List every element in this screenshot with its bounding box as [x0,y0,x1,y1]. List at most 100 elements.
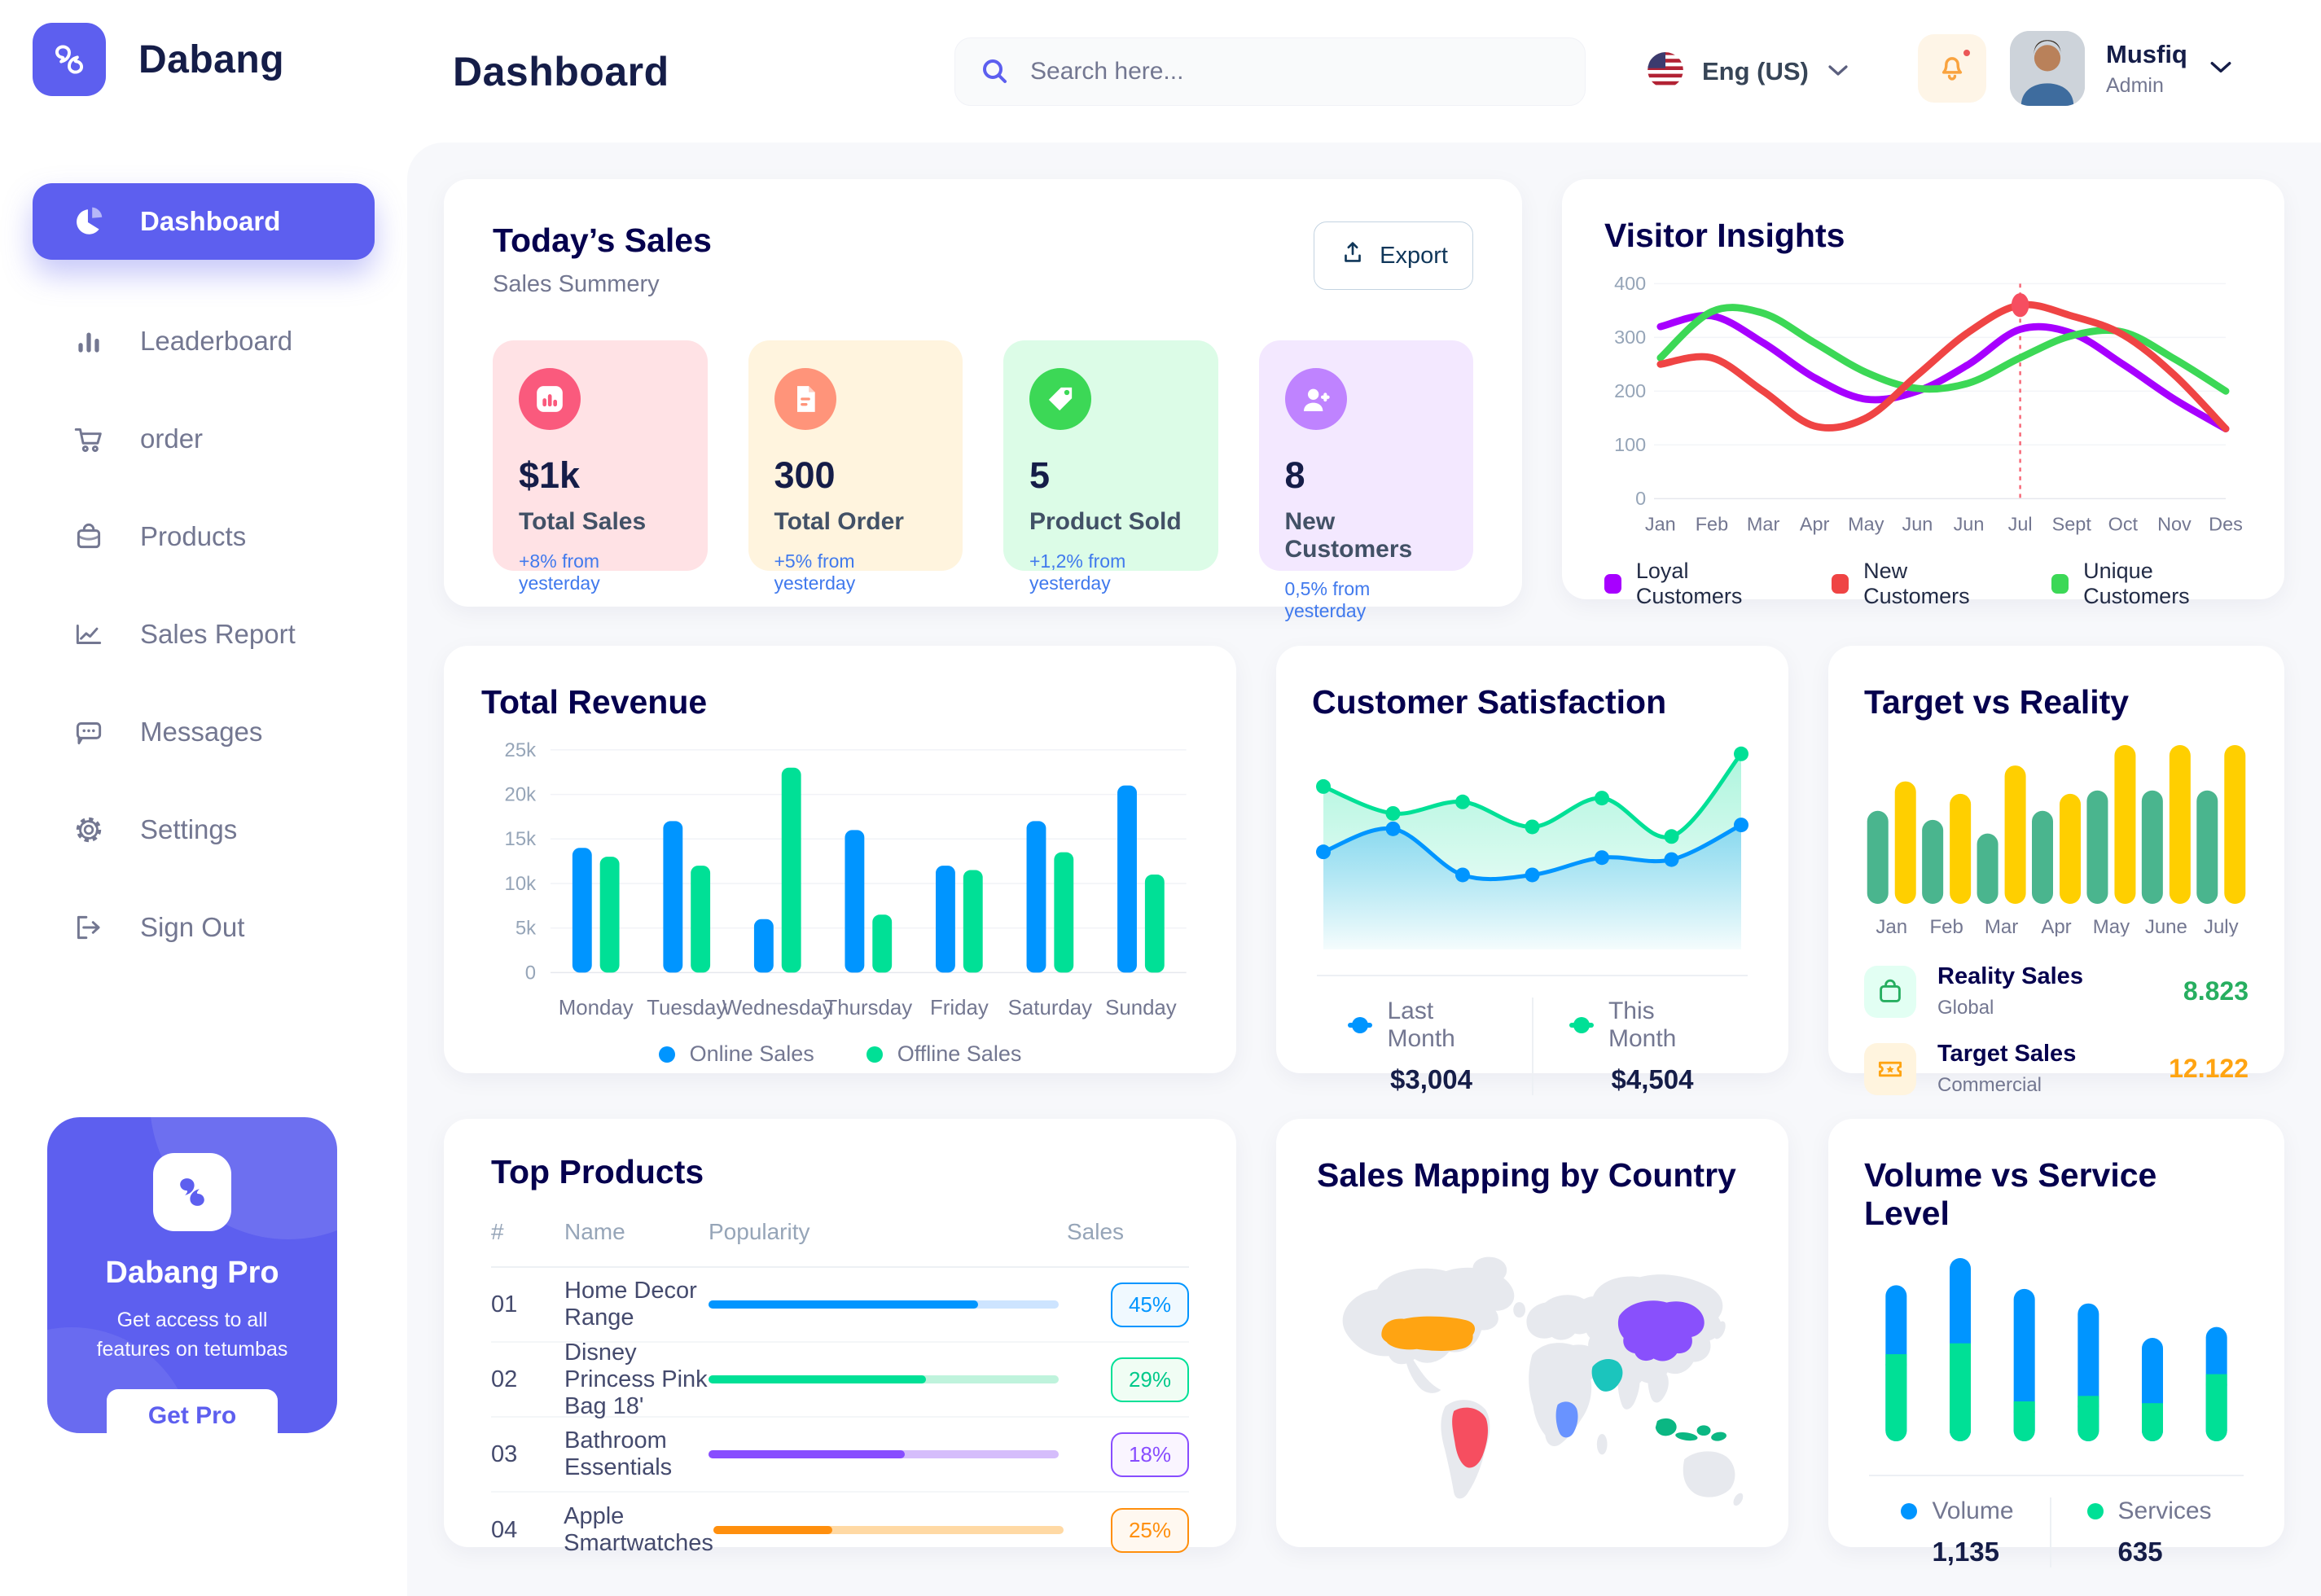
legend-swatch [2086,1503,2104,1519]
sales-badge: 18% [1110,1432,1189,1477]
app-name: Dabang [138,37,285,81]
sidebar-item-label: Products [140,521,247,551]
bag-icon [72,520,106,554]
svg-text:Wednesday: Wednesday [722,997,833,1019]
user-role: Admin [2106,73,2164,97]
services-total: 635 [2117,1537,2163,1567]
total-revenue-chart: 0 5k 10k 15k 20k 25k Monday TuesdayWednesdayThu… [505,739,1187,1019]
sidebar: Dabang Dashboard Leaderboard order Produ… [0,0,407,1596]
sidebar-item-dashboard[interactable]: Dashboard [33,183,375,260]
table-row[interactable]: 01 Home Decor Range 45% [491,1268,1189,1343]
stat-delta: +1,2% from yesterday [1029,550,1126,594]
get-pro-button[interactable]: Get Pro [107,1388,278,1433]
visitor-insights-card: Visitor Insights 0 100 200 300 400 Jan Feb Mar A… [1562,179,2284,608]
sidebar-item-sign-out[interactable]: Sign Out [33,879,375,976]
land-africa [1529,1343,1604,1447]
land-central-america [1406,1357,1441,1393]
table-row[interactable]: 02 Disney Princess Pink Bag 18' 29% [491,1340,1189,1419]
stat-card-total-sales[interactable]: $1k Total Sales +8% from yesterday [493,340,708,594]
stat-value: 5 [1029,454,1051,496]
sales-badge: 45% [1110,1282,1189,1327]
search-input[interactable] [1030,58,1562,86]
popularity-bar [713,1526,1068,1534]
svg-text:Apr: Apr [2041,916,2071,936]
stat-card-total-order[interactable]: 300 Total Order +5% from yesterday [748,340,963,594]
search-bar[interactable] [954,37,1586,106]
sidebar-item-settings[interactable]: Settings [33,781,375,879]
bar-chart-icon [72,324,106,358]
stat-card-product-sold[interactable]: 5 Product Sold +1,2% from yesterday [1003,340,1218,594]
sales-mapping-title: Sales Mapping by Country [1317,1156,1736,1194]
user-name: Musfiq [2106,39,2187,68]
country-saudi-arabia [1591,1359,1623,1392]
svg-text:Mar: Mar [1985,916,2018,936]
sidebar-item-leaderboard[interactable]: Leaderboard [33,292,375,390]
legend-swatch [658,1046,675,1063]
todays-sales-card: Today’s Sales Sales Summery Export $1k T… [444,179,1522,621]
svg-text:0: 0 [1635,488,1646,509]
customer-satisfaction-card: Customer Satisfaction Last Month $3,004 … [1276,646,1788,1095]
this-month-value: $4,504 [1611,1064,1694,1094]
user-plus-icon [1284,368,1347,430]
sidebar-item-products[interactable]: Products [33,488,375,585]
pro-upsell-card: Dabang Pro Get access to all features on… [47,1117,337,1433]
app-logo[interactable]: Dabang [33,23,284,96]
svg-text:Des: Des [2209,513,2242,534]
avatar [2010,31,2085,106]
tag-icon [1029,368,1091,430]
target-vs-reality-title: Target vs Reality [1864,683,2130,721]
country-dr-congo [1555,1401,1578,1438]
svg-text:100: 100 [1614,434,1646,455]
notifications-button[interactable] [1918,34,1986,103]
stat-label: Total Sales [519,508,647,535]
popularity-bar [709,1450,1067,1458]
stat-delta: 0,5% from yesterday [1284,578,1371,621]
svg-text:Jun: Jun [1954,513,1985,534]
top-products-title: Top Products [491,1153,704,1190]
sales-mapping-card: Sales Mapping by Country [1276,1119,1788,1547]
export-button[interactable]: Export [1314,221,1473,290]
language-selector[interactable]: Eng (US) [1647,37,1849,106]
user-menu[interactable]: Musfiq Admin [2010,31,2233,106]
stat-value: 8 [1284,454,1305,496]
legend-this-month: This Month $4,504 [1531,998,1753,1095]
table-row[interactable]: 03 Bathroom Essentials 18% [491,1418,1189,1493]
table-header: # Name Popularity Sales [491,1219,1189,1268]
sidebar-item-sales-report[interactable]: Sales Report [33,585,375,683]
page-title: Dashboard [453,48,669,94]
message-icon [72,715,106,749]
pro-card-title: Dabang Pro [105,1256,279,1290]
us-flag-icon [1647,51,1684,93]
target-sales-legend: Target Sales Commercial 12.122 [1864,1041,2249,1097]
svg-text:June: June [2145,916,2187,936]
target-vs-reality-card: Target vs Reality Jan Feb Mar Apr May June Jul… [1828,646,2284,1096]
stat-delta: +5% from yesterday [774,550,856,594]
legend-marker [1348,1023,1373,1028]
sidebar-item-messages[interactable]: Messages [33,683,375,781]
popularity-bar [709,1300,1067,1309]
stat-label: Product Sold [1029,508,1182,535]
svg-text:10k: 10k [505,873,537,895]
legend-swatch [1832,574,1849,594]
total-revenue-title: Total Revenue [481,683,708,721]
legend-swatch [1604,574,1621,594]
cart-icon [72,422,106,456]
svg-text:5k: 5k [516,918,536,940]
svg-text:Jun: Jun [1902,513,1933,534]
sidebar-item-label: Sign Out [140,912,245,942]
divider [1869,1475,2244,1476]
sidebar-item-order[interactable]: order [33,390,375,488]
svg-text:Feb: Feb [1929,916,1963,936]
legend-unique-customers: Unique Customers [2051,559,2242,609]
land-new-zealand [1733,1493,1744,1506]
table-row[interactable]: 04 Apple Smartwatches 25% [491,1493,1189,1568]
volume-total: 1,135 [1932,1537,2000,1567]
sidebar-item-label: Sales Report [140,619,296,649]
stat-delta: +8% from yesterday [519,550,600,594]
svg-text:300: 300 [1614,327,1646,348]
sign-out-icon [72,910,106,945]
last-month-value: $3,004 [1390,1064,1472,1094]
pro-card-subtitle: Get access to all features on tetumbas [96,1309,288,1361]
dabang-logo-icon [33,23,106,96]
stat-card-new-customers[interactable]: 8 New Customers 0,5% from yesterday [1258,340,1473,621]
